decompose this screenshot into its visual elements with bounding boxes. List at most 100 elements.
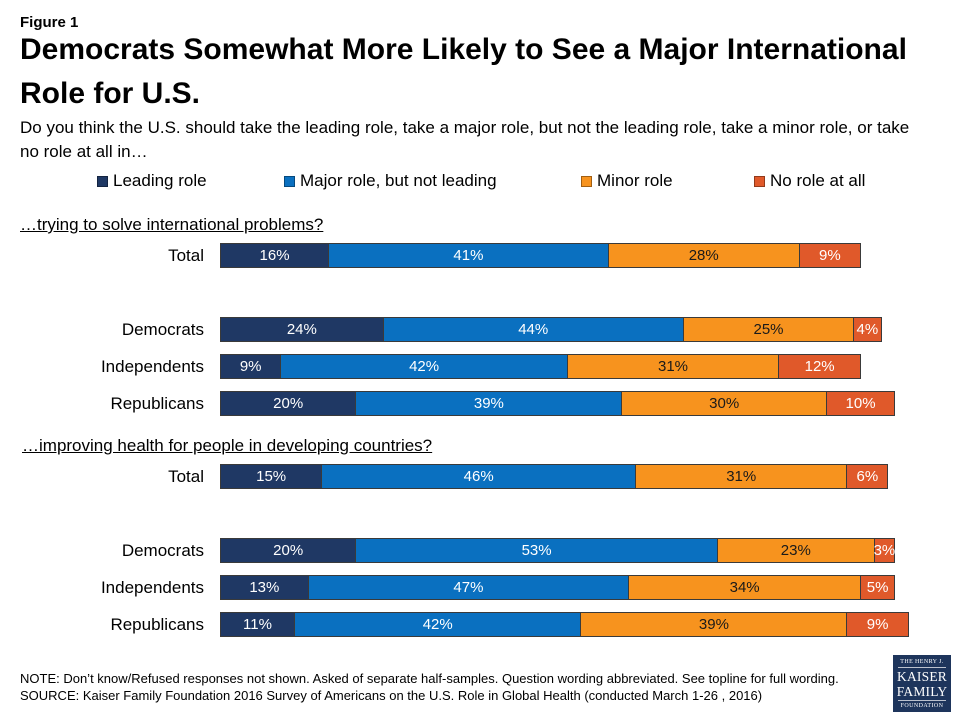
bar-value-p1-total-minor-role: 28% — [688, 247, 719, 264]
logo-line-foundation: FOUNDATION — [900, 702, 944, 709]
row-label-p2-total: Total — [168, 467, 204, 486]
legend-item-leading-role: Leading role — [97, 171, 207, 191]
bar-value-p2-democrats-leading-role: 20% — [273, 542, 304, 559]
legend-item-no-role: No role at all — [754, 171, 865, 191]
bar-p1-republicans-leading-role: 20% — [220, 391, 357, 416]
bar-p1-democrats-no-role-at-all: 4% — [854, 317, 882, 342]
legend-label-minor-role: Minor role — [597, 171, 673, 190]
bar-p2-republicans-leading-role: 11% — [220, 612, 296, 637]
chart-subtitle: Do you think the U.S. should take the le… — [20, 118, 910, 161]
bar-value-p2-democrats-minor-role: 23% — [780, 542, 811, 559]
legend-item-major-role: Major role, but not leading — [284, 171, 497, 191]
bar-value-p2-total-leading-role: 15% — [256, 468, 287, 485]
row-label-p2-democrats: Democrats — [121, 541, 204, 560]
bar-value-p1-republicans-major-role-but-not-leading: 39% — [473, 395, 504, 412]
bar-p2-republicans-major-role-but-not-leading: 42% — [295, 612, 582, 637]
bar-value-p2-independents-minor-role: 34% — [729, 579, 760, 596]
row-label-p1-total: Total — [168, 246, 204, 265]
bar-p2-democrats-minor-role: 23% — [717, 538, 875, 563]
bar-value-p2-total-no-role-at-all: 6% — [856, 468, 879, 485]
bar-p2-total-no-role-at-all: 6% — [847, 464, 889, 489]
bar-p2-total-minor-role: 31% — [636, 464, 848, 489]
bar-value-p2-democrats-major-role-but-not-leading: 53% — [521, 542, 552, 559]
bar-p1-republicans-major-role-but-not-leading: 39% — [356, 391, 623, 416]
bar-p2-republicans-minor-role: 39% — [581, 612, 848, 637]
bar-p1-total-no-role-at-all: 9% — [799, 243, 862, 268]
logo-line-family: FAMILY — [896, 683, 948, 699]
bar-value-p1-democrats-no-role-at-all: 4% — [856, 321, 879, 338]
bar-value-p2-republicans-major-role-but-not-leading: 42% — [422, 616, 453, 633]
source-text: SOURCE: Kaiser Family Foundation 2016 Su… — [20, 688, 763, 703]
bar-value-p2-independents-leading-role: 13% — [249, 579, 280, 596]
bar-value-p1-republicans-minor-role: 30% — [709, 395, 740, 412]
row-label-p2-republicans: Republicans — [110, 615, 204, 634]
bar-p2-democrats-no-role-at-all: 3% — [873, 538, 896, 563]
bar-p1-democrats-leading-role: 24% — [220, 317, 384, 342]
panel-title-1: …trying to solve international problems? — [20, 215, 324, 234]
bar-p2-total-major-role-but-not-leading: 46% — [322, 464, 637, 489]
bar-value-p1-republicans-leading-role: 20% — [273, 395, 304, 412]
bar-p2-independents-no-role-at-all: 5% — [861, 575, 896, 600]
bar-p1-total-leading-role: 16% — [220, 243, 330, 268]
bar-p2-independents-minor-role: 34% — [629, 575, 862, 600]
bar-value-p1-independents-no-role-at-all: 12% — [804, 358, 835, 375]
bar-value-p1-total-major-role-but-not-leading: 41% — [453, 247, 484, 264]
bar-value-p1-independents-leading-role: 9% — [239, 358, 262, 375]
legend-label-no-role: No role at all — [770, 171, 866, 190]
bar-p1-independents-leading-role: 9% — [220, 354, 282, 379]
bar-p1-republicans-minor-role: 30% — [622, 391, 827, 416]
bar-p1-independents-minor-role: 31% — [567, 354, 780, 379]
legend-swatch-no-role — [754, 175, 765, 187]
logo-rule-bottom — [898, 699, 946, 701]
logo-line-kaiser: KAISER — [897, 668, 947, 684]
bar-value-p2-republicans-leading-role: 11% — [243, 616, 272, 633]
bar-p1-independents-major-role-but-not-leading: 42% — [281, 354, 568, 379]
legend-label-major-role: Major role, but not leading — [300, 171, 497, 190]
bar-value-p1-democrats-major-role-but-not-leading: 44% — [518, 321, 549, 338]
note-text: NOTE: Don’t know/Refused responses not s… — [20, 671, 839, 686]
bar-value-p1-republicans-no-role-at-all: 10% — [845, 395, 876, 412]
bar-value-p1-total-no-role-at-all: 9% — [819, 247, 841, 264]
footnotes: NOTE: Don’t know/Refused responses not s… — [20, 670, 839, 704]
bar-value-p1-democrats-leading-role: 24% — [286, 321, 317, 338]
chart-title: Democrats Somewhat More Likely to See a … — [20, 33, 907, 110]
bar-p2-democrats-major-role-but-not-leading: 53% — [356, 538, 718, 563]
legend-label-leading-role: Leading role — [113, 171, 207, 190]
bar-value-p1-democrats-minor-role: 25% — [753, 321, 784, 338]
bar-value-p2-democrats-no-role-at-all: 3% — [873, 542, 896, 559]
bar-p1-democrats-major-role-but-not-leading: 44% — [383, 317, 684, 342]
bar-p1-total-major-role-but-not-leading: 41% — [329, 243, 609, 268]
kff-logo: THE HENRY J. KAISER FAMILY FOUNDATION — [893, 655, 951, 712]
bar-p2-independents-major-role-but-not-leading: 47% — [308, 575, 630, 600]
row-label-p1-republicans: Republicans — [110, 394, 204, 413]
bar-p2-independents-leading-role: 13% — [220, 575, 309, 600]
bar-p1-republicans-no-role-at-all: 10% — [826, 391, 896, 416]
legend-item-minor-role: Minor role — [581, 171, 673, 191]
bar-value-p1-total-leading-role: 16% — [259, 247, 290, 264]
figure-label: Figure 1 — [20, 14, 79, 31]
bar-value-p2-republicans-minor-role: 39% — [698, 616, 729, 633]
bar-p2-republicans-no-role-at-all: 9% — [847, 612, 909, 637]
legend-swatch-major-role — [284, 175, 295, 187]
legend-swatch-minor-role — [581, 175, 592, 187]
bar-value-p2-total-minor-role: 31% — [726, 468, 757, 485]
bar-value-p1-independents-minor-role: 31% — [658, 358, 689, 375]
bar-value-p2-independents-no-role-at-all: 5% — [866, 579, 889, 596]
panel-title-2: …improving health for people in developi… — [22, 436, 433, 455]
bar-p2-total-leading-role: 15% — [220, 464, 323, 489]
bar-value-p1-independents-major-role-but-not-leading: 42% — [409, 358, 440, 375]
bar-p1-independents-no-role-at-all: 12% — [779, 354, 862, 379]
bar-p2-democrats-leading-role: 20% — [220, 538, 357, 563]
logo-line-henry: THE HENRY J. — [900, 658, 944, 665]
row-label-p1-democrats: Democrats — [121, 320, 204, 339]
bar-value-p2-total-major-role-but-not-leading: 46% — [463, 468, 494, 485]
bar-value-p2-republicans-no-role-at-all: 9% — [866, 616, 889, 633]
row-label-p2-independents: Independents — [100, 578, 204, 597]
row-label-p1-independents: Independents — [100, 357, 204, 376]
bar-value-p2-independents-major-role-but-not-leading: 47% — [453, 579, 484, 596]
logo-rule-top — [898, 666, 946, 668]
bar-p1-total-minor-role: 28% — [608, 243, 800, 268]
legend-swatch-leading-role — [97, 175, 108, 187]
